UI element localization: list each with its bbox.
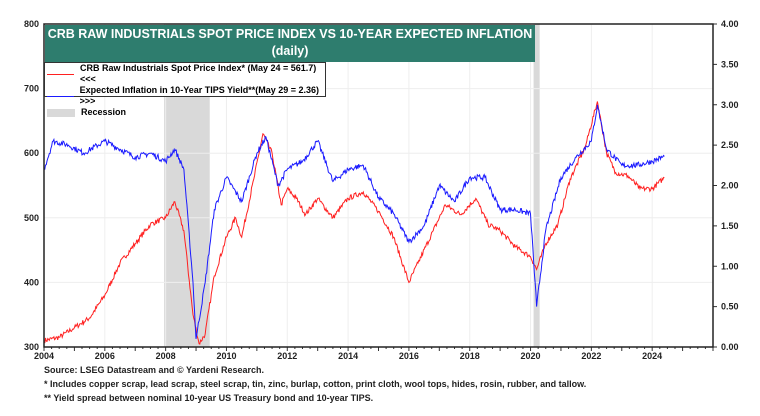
legend-label: CRB Raw Industrials Spot Price Index* (M…	[79, 63, 317, 84]
x-tick-label: 2022	[581, 351, 601, 361]
x-tick-label: 2016	[399, 351, 419, 361]
y-left-tick-label: 500	[24, 213, 39, 223]
y-left-tick-label: 300	[24, 342, 39, 352]
x-tick-label: 2012	[277, 351, 297, 361]
chart-title-box: CRB RAW INDUSTRIALS SPOT PRICE INDEX VS …	[45, 25, 535, 62]
legend-swatch-blue	[47, 95, 74, 97]
x-tick-label: 2008	[156, 351, 176, 361]
legend-swatch-red	[47, 73, 74, 75]
source-note: Source: LSEG Datastream and © Yardeni Re…	[44, 365, 265, 375]
plot-frame	[43, 23, 714, 348]
legend-swatch-recession	[47, 108, 75, 117]
y-right-tick-label: 2.00	[721, 181, 739, 191]
recession-band	[533, 24, 540, 347]
legend-item-inflation: Expected Inflation in 10-Year TIPS Yield…	[45, 85, 325, 107]
chart-title: CRB RAW INDUSTRIALS SPOT PRICE INDEX VS …	[47, 27, 533, 41]
y-left-tick-label: 600	[24, 148, 39, 158]
y-right-tick-label: 3.50	[721, 59, 739, 69]
y-left-tick-label: 800	[24, 19, 39, 29]
y-right-tick-label: 3.00	[721, 100, 739, 110]
series-line-1	[44, 104, 665, 339]
y-right-tick-label: 1.50	[721, 221, 739, 231]
y-right-tick-label: 2.50	[721, 140, 739, 150]
series-line-0	[43, 101, 665, 345]
x-tick-label: 2020	[521, 351, 541, 361]
footnote-2: ** Yield spread between nominal 10-year …	[44, 393, 374, 403]
legend-item-crb: CRB Raw Industrials Spot Price Index* (M…	[45, 63, 325, 85]
legend-label: Expected Inflation in 10-Year TIPS Yield…	[79, 85, 320, 106]
x-tick-label: 2010	[216, 351, 236, 361]
y-right-tick-label: 4.00	[721, 19, 739, 29]
y-right-tick-label: 1.00	[721, 261, 739, 271]
y-left-tick-label: 700	[24, 84, 39, 94]
legend-label: Recession	[81, 107, 127, 117]
footnote-1: * Includes copper scrap, lead scrap, ste…	[44, 379, 587, 389]
footnotes: Source: LSEG Datastream and © Yardeni Re…	[44, 363, 586, 405]
y-right-tick-label: 0.50	[721, 302, 739, 312]
x-tick-label: 2024	[642, 351, 662, 361]
y-left-tick-label: 400	[24, 277, 39, 287]
legend: CRB Raw Industrials Spot Price Index* (M…	[44, 62, 326, 117]
chart-subtitle: (daily)	[271, 44, 309, 58]
y-right-tick-label: 0.00	[721, 342, 739, 352]
x-tick-label: 2018	[460, 351, 480, 361]
x-tick-label: 2014	[338, 351, 358, 361]
legend-item-recession: Recession	[45, 107, 325, 118]
x-tick-label: 2006	[95, 351, 115, 361]
x-tick-label: 2004	[34, 351, 54, 361]
